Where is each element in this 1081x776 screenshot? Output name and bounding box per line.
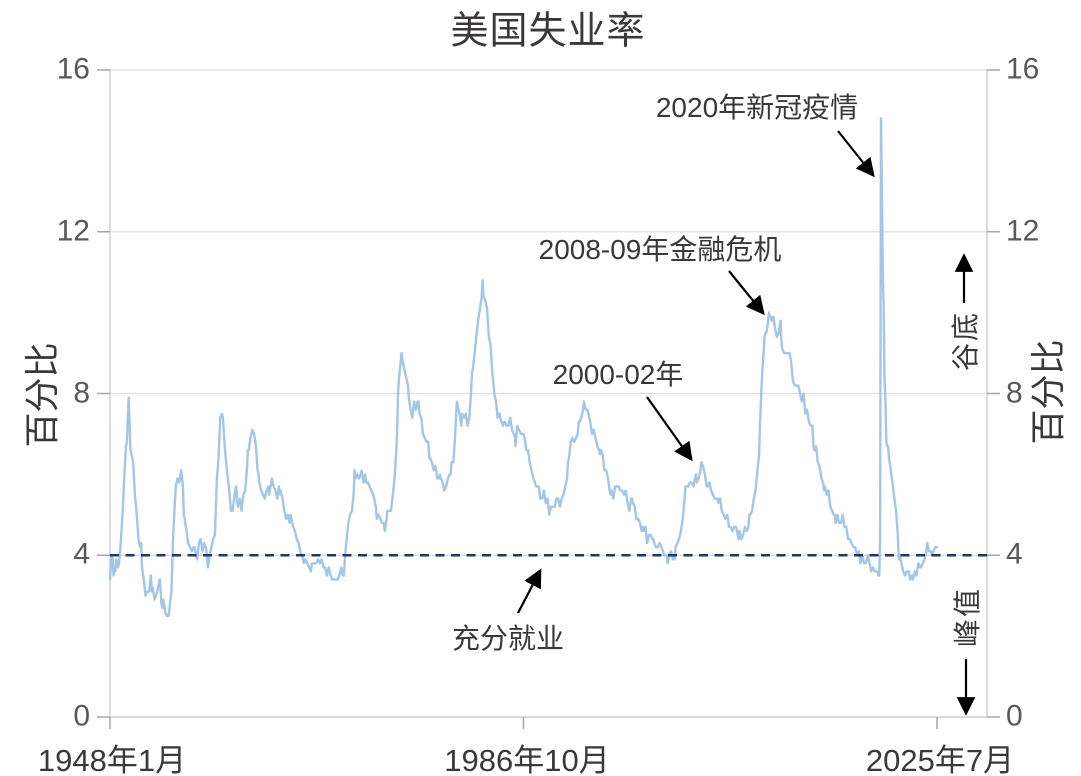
unemployment-rate-line	[108, 117, 939, 618]
annotation-peak: 峰值	[952, 586, 983, 648]
financial-crisis-arrow	[728, 270, 765, 316]
tick-marks	[97, 69, 1000, 729]
full-employment-arrow	[517, 568, 542, 614]
y-tick-right-16: 16	[1006, 52, 1040, 86]
x-tick-1986: 1986年10月	[444, 743, 610, 776]
x-tick-1948: 1948年1月	[37, 743, 187, 776]
y-tick-right-4: 4	[1006, 537, 1023, 571]
y-tick-left-8: 8	[73, 376, 90, 410]
y-tick-right-12: 12	[1006, 214, 1040, 248]
y-tick-left-4: 4	[73, 537, 90, 571]
y-tick-left-16: 16	[56, 52, 90, 86]
annotation-dotcom: 2000-02年	[552, 359, 684, 390]
y-axis-title-left: 百分比	[23, 342, 63, 448]
annotation-financial-crisis: 2008-09年金融危机	[538, 234, 782, 265]
covid-arrow	[837, 130, 875, 178]
annotation-arrows	[517, 130, 976, 716]
y-axis-title-right: 百分比	[1029, 339, 1069, 445]
chart-title: 美国失业率	[450, 10, 646, 53]
annotation-full-employment: 充分就业	[451, 623, 565, 654]
y-tick-left-0: 0	[73, 699, 90, 733]
y-tick-right-8: 8	[1006, 376, 1023, 410]
dotcom-arrow	[646, 396, 693, 462]
y-tick-right-0: 0	[1006, 699, 1023, 733]
annotation-covid: 2020年新冠疫情	[655, 92, 859, 123]
annotation-trough: 谷底	[950, 310, 981, 372]
y-tick-left-12: 12	[56, 214, 90, 248]
x-tick-2025: 2025年7月	[865, 743, 1015, 776]
